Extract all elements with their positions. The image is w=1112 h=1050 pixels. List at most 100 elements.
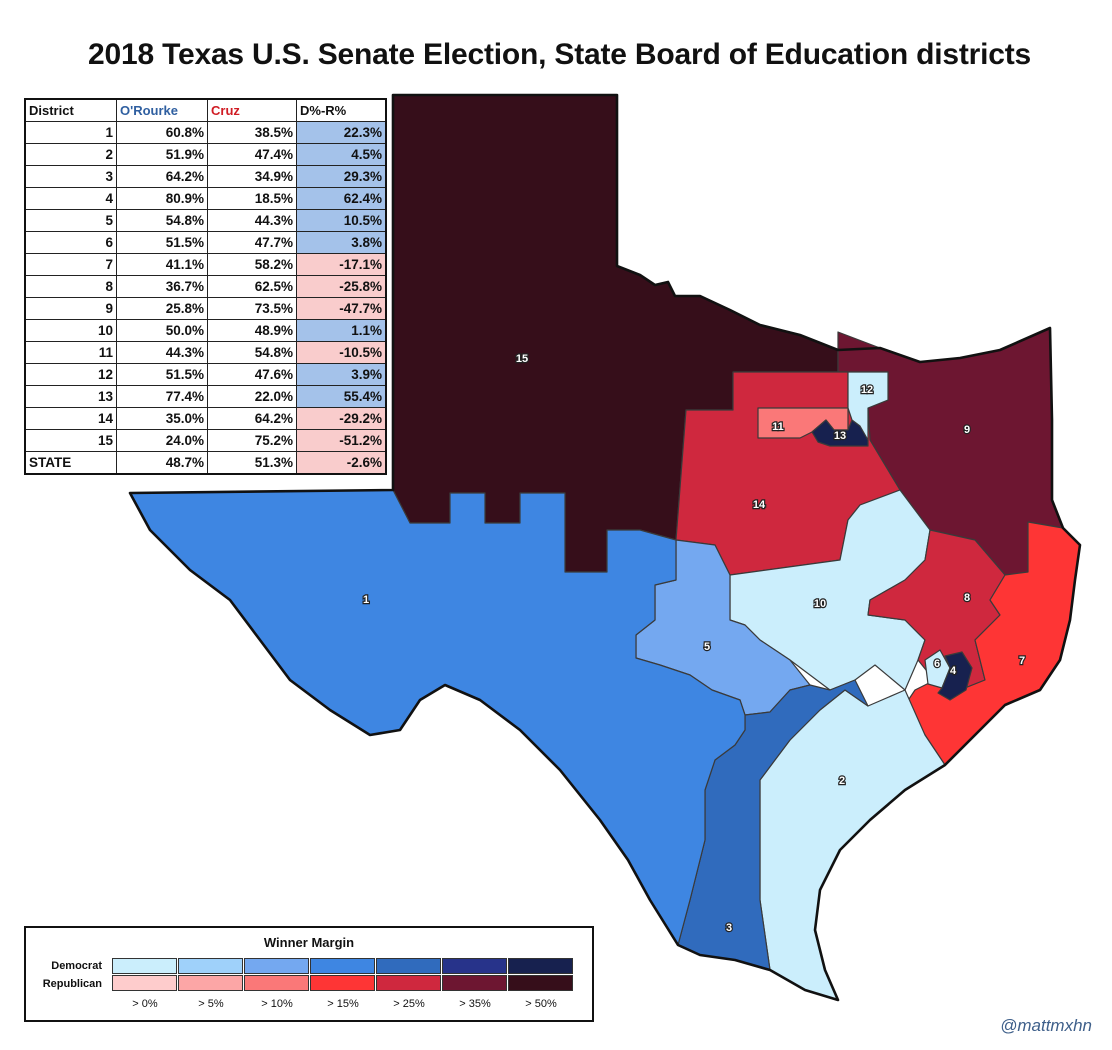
district-cell: 8: [24, 275, 117, 298]
orourke-cell: 51.9%: [116, 143, 208, 166]
orourke-cell: 44.3%: [116, 341, 208, 364]
legend-threshold-label: > 5%: [198, 998, 224, 1010]
table-row: 9 25.8% 73.5% -47.7%: [24, 297, 387, 320]
margin-cell: -2.6%: [296, 451, 387, 475]
district-label-1: 1: [363, 594, 369, 606]
legend-democrat-swatch: [310, 958, 375, 974]
district-cell: 11: [24, 341, 117, 364]
legend-threshold-label: > 0%: [132, 998, 158, 1010]
cruz-cell: 62.5%: [207, 275, 297, 298]
header-district: District: [24, 98, 117, 122]
district-cell: 15: [24, 429, 117, 452]
legend-democrat-swatch: [508, 958, 573, 974]
table-row: 4 80.9% 18.5% 62.4%: [24, 187, 387, 210]
table-row: 11 44.3% 54.8% -10.5%: [24, 341, 387, 364]
orourke-cell: 25.8%: [116, 297, 208, 320]
table-row: 14 35.0% 64.2% -29.2%: [24, 407, 387, 430]
legend-republican-swatch: [178, 975, 243, 991]
district-label-10: 10: [814, 598, 826, 610]
orourke-cell: 51.5%: [116, 231, 208, 254]
cruz-cell: 54.8%: [207, 341, 297, 364]
table-row: 15 24.0% 75.2% -51.2%: [24, 429, 387, 452]
legend-threshold-label: > 50%: [525, 998, 557, 1010]
legend-threshold-label: > 25%: [393, 998, 425, 1010]
district-cell: 2: [24, 143, 117, 166]
margin-cell: 3.8%: [296, 231, 387, 254]
orourke-cell: 36.7%: [116, 275, 208, 298]
results-table: District O'Rourke Cruz D%-R% 1 60.8% 38.5%…: [24, 98, 387, 475]
district-label-15: 15: [516, 353, 528, 365]
cruz-cell: 22.0%: [207, 385, 297, 408]
margin-cell: -47.7%: [296, 297, 387, 320]
district-label-2: 2: [839, 775, 845, 787]
author-credit: @mattmxhn: [1000, 1016, 1092, 1035]
district-label-5: 5: [704, 641, 710, 653]
legend-republican-swatch: [310, 975, 375, 991]
district-cell: 12: [24, 363, 117, 386]
district-label-14: 14: [753, 499, 766, 511]
cruz-cell: 75.2%: [207, 429, 297, 452]
margin-cell: 62.4%: [296, 187, 387, 210]
district-cell: 10: [24, 319, 117, 342]
cruz-cell: 51.3%: [207, 451, 297, 475]
table-row: 6 51.5% 47.7% 3.8%: [24, 231, 387, 254]
orourke-cell: 80.9%: [116, 187, 208, 210]
district-label-11: 11: [772, 421, 784, 433]
district-1-region[interactable]: [129, 489, 746, 946]
legend-democrat-swatch: [376, 958, 441, 974]
legend-republican-swatch: [376, 975, 441, 991]
district-label-8: 8: [964, 592, 970, 604]
cruz-cell: 47.6%: [207, 363, 297, 386]
district-label-4: 4: [950, 665, 957, 677]
legend-threshold-label: > 35%: [459, 998, 491, 1010]
orourke-cell: 51.5%: [116, 363, 208, 386]
margin-cell: 1.1%: [296, 319, 387, 342]
margin-cell: 10.5%: [296, 209, 387, 232]
results-body: 1 60.8% 38.5% 22.3% 2 51.9% 47.4% 4.5% 3 64.2% 34.…: [24, 121, 387, 475]
header-margin: D%-R%: [296, 98, 387, 122]
legend: Winner Margin Democrat Republican > 0% > …: [24, 926, 594, 1022]
district-cell: 13: [24, 385, 117, 408]
map-title: 2018 Texas U.S. Senate Election, State B…: [88, 38, 1031, 71]
margin-cell: -51.2%: [296, 429, 387, 452]
district-cell: 6: [24, 231, 117, 254]
state-total-row: STATE 48.7% 51.3% -2.6%: [24, 451, 387, 475]
district-12-region[interactable]: [847, 371, 889, 441]
orourke-cell: 35.0%: [116, 407, 208, 430]
margin-cell: -29.2%: [296, 407, 387, 430]
orourke-cell: 48.7%: [116, 451, 208, 475]
table-row: 2 51.9% 47.4% 4.5%: [24, 143, 387, 166]
district-labels: 1 2 3 4 5 6 7 8 9 10 11 12 13 14 15: [362, 352, 1027, 935]
legend-republican-swatch: [508, 975, 573, 991]
district-cell: 7: [24, 253, 117, 276]
table-row: 10 50.0% 48.9% 1.1%: [24, 319, 387, 342]
orourke-cell: 60.8%: [116, 121, 208, 144]
texas-outline: [128, 93, 1082, 1002]
cruz-cell: 73.5%: [207, 297, 297, 320]
orourke-cell: 50.0%: [116, 319, 208, 342]
district-cell: 1: [24, 121, 117, 144]
district-label-13: 13: [834, 430, 846, 442]
cruz-cell: 58.2%: [207, 253, 297, 276]
cruz-cell: 18.5%: [207, 187, 297, 210]
orourke-cell: 54.8%: [116, 209, 208, 232]
table-row: 13 77.4% 22.0% 55.4%: [24, 385, 387, 408]
header-orourke: O'Rourke: [116, 98, 208, 122]
cruz-cell: 44.3%: [207, 209, 297, 232]
margin-cell: 29.3%: [296, 165, 387, 188]
district-label-9: 9: [964, 424, 970, 436]
district-label-6: 6: [934, 658, 940, 670]
legend-democrat-swatch: [442, 958, 507, 974]
table-row: 7 41.1% 58.2% -17.1%: [24, 253, 387, 276]
district-cell: 14: [24, 407, 117, 430]
cruz-cell: 34.9%: [207, 165, 297, 188]
district-4-region[interactable]: [937, 651, 973, 701]
legend-threshold-label: > 15%: [327, 998, 359, 1010]
results-header-row: District O'Rourke Cruz D%-R%: [24, 98, 387, 122]
orourke-cell: 77.4%: [116, 385, 208, 408]
legend-republican-swatch: [112, 975, 177, 991]
table-row: 5 54.8% 44.3% 10.5%: [24, 209, 387, 232]
legend-republican-swatch: [442, 975, 507, 991]
district-cell: 4: [24, 187, 117, 210]
